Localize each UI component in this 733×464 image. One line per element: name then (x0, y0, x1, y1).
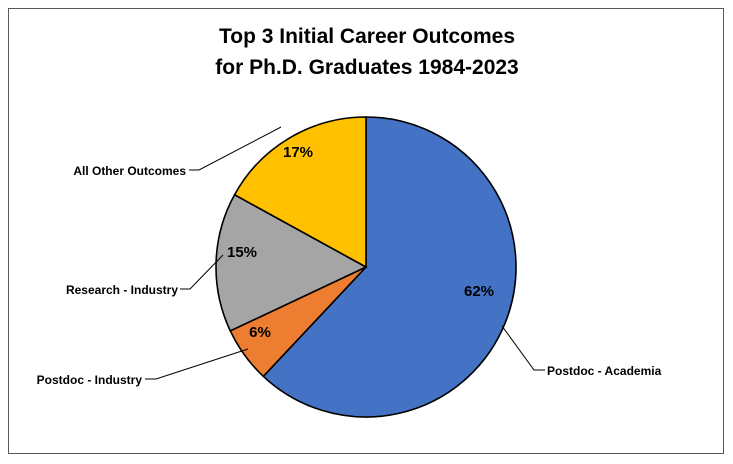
leader-line-postdoc-industry (145, 348, 249, 380)
chart-title-line-1: Top 3 Initial Career Outcomes (218, 25, 516, 48)
pie-slice-postdoc-academia (262, 116, 517, 418)
pie-chart: 62% Postdoc - Academia 6% Postdoc - Industr… (37, 116, 662, 418)
data-label-all-other-outcomes: 17% (283, 144, 313, 161)
data-label-postdoc-academia: 62% (464, 283, 494, 300)
category-label-all-other-outcomes: All Other Outcomes (73, 164, 186, 178)
category-label-research-industry: Research - Industry (66, 283, 178, 297)
category-label-postdoc-industry: Postdoc - Industry (37, 373, 143, 387)
data-label-postdoc-industry: 6% (249, 324, 271, 341)
category-label-postdoc-academia: Postdoc - Academia (547, 364, 662, 378)
chart-title: Top 3 Initial Career Outcomes for Ph.D. … (9, 21, 725, 83)
pie-slice-all-other-outcomes (233, 116, 367, 269)
leader-line-postdoc-academia (501, 325, 545, 371)
data-label-research-industry: 15% (227, 244, 257, 261)
leader-line-all-other-outcomes (189, 126, 282, 171)
leader-line-research-industry (180, 254, 224, 290)
chart-frame: Top 3 Initial Career Outcomes for Ph.D. … (8, 8, 724, 454)
chart-title-line-2: for Ph.D. Graduates 1984-2023 (215, 56, 519, 79)
